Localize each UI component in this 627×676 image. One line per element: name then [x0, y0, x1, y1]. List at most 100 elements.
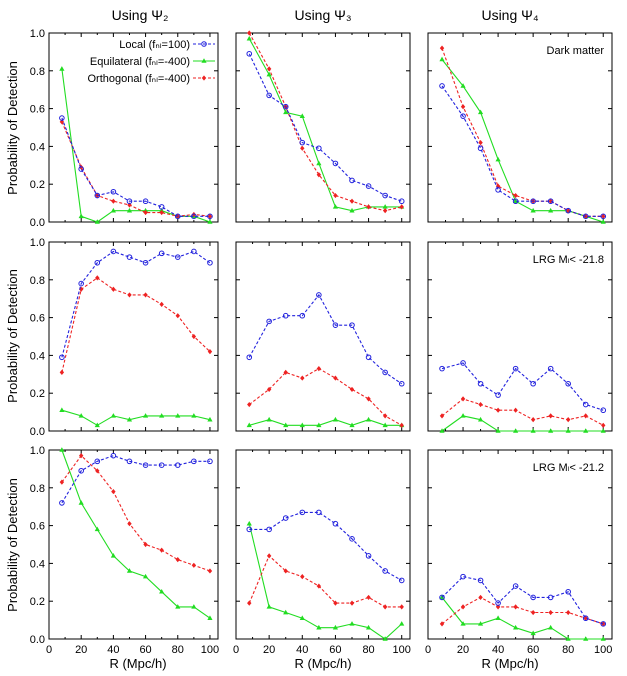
y-tick-label: 0.4	[30, 558, 45, 570]
point-equilateral	[94, 219, 100, 224]
point-local	[94, 259, 101, 266]
point-equilateral	[246, 35, 252, 41]
point-equilateral	[460, 413, 466, 418]
column-title-psi2: Using Ψ₂	[112, 7, 169, 23]
point-local	[495, 600, 501, 606]
point-equilateral	[600, 636, 606, 641]
y-axis-labels: Probability of Detection Probability of …	[5, 61, 20, 612]
x-tick-label: 100	[201, 644, 219, 656]
panels: 0.0 0.2 0.4 0.6 0.8 1.0 Local (fₙₗ=100) Equilat…	[30, 28, 613, 656]
y-tick-label: 1.0	[30, 445, 45, 457]
point-local	[59, 500, 65, 506]
point-orthogonal	[127, 521, 132, 527]
point-local	[349, 322, 355, 328]
point-orthogonal	[333, 375, 338, 381]
point-equilateral	[191, 604, 197, 609]
point-orthogonal	[78, 453, 84, 459]
point-equilateral	[142, 573, 149, 579]
y-tick-label: 0.8	[30, 66, 45, 78]
panel-frame	[235, 449, 411, 640]
point-local	[78, 467, 84, 474]
panel-r1-c2	[235, 30, 411, 223]
legend-label-local: Local (fₙₗ=100)	[119, 39, 190, 51]
x-tick-label: 0	[233, 644, 239, 656]
series-line-orthogonal	[441, 596, 604, 625]
point-local	[94, 192, 101, 199]
point-local	[299, 509, 306, 516]
legend-label-orthogonal: Orthogonal (fₙₗ=-400)	[87, 73, 190, 85]
point-equilateral	[495, 428, 501, 433]
point-orthogonal	[601, 213, 606, 219]
point-orthogonal	[59, 119, 65, 125]
x-tick-label: 0	[46, 644, 52, 656]
x-tick-label: 20	[75, 644, 87, 656]
x-axis-labels: R (Mpc/h) R (Mpc/h) R (Mpc/h)	[109, 656, 538, 671]
series-line-equilateral	[441, 415, 604, 432]
point-local	[460, 113, 466, 119]
point-orthogonal	[95, 275, 100, 281]
point-local	[78, 166, 84, 172]
point-equilateral	[365, 416, 372, 422]
panel-r3-c1: 0.0 0.2 0.4 0.6 0.8 1.0 0 20 40 60 80 100	[30, 445, 219, 656]
point-orthogonal	[191, 333, 197, 340]
point-equilateral	[78, 213, 84, 219]
point-equilateral	[316, 422, 322, 428]
x-tick-label: 80	[362, 644, 374, 656]
point-orthogonal	[382, 604, 388, 610]
point-orthogonal	[565, 208, 571, 214]
point-local	[316, 145, 322, 152]
point-orthogonal	[349, 198, 355, 204]
point-local	[582, 401, 589, 408]
series-line-local	[61, 455, 210, 504]
point-equilateral	[365, 624, 372, 630]
point-local	[600, 407, 607, 414]
point-orthogonal	[495, 407, 501, 413]
legend-marker-equilateral	[201, 58, 207, 63]
point-orthogonal	[266, 66, 272, 72]
y-tick-label: 1.0	[30, 28, 45, 40]
point-orthogonal	[382, 413, 388, 419]
y-axis-label-row-1: Probability of Detection	[5, 61, 20, 195]
point-equilateral	[207, 416, 213, 422]
y-tick-label: 0.4	[30, 350, 45, 362]
point-local	[191, 213, 197, 220]
point-local	[316, 292, 322, 298]
point-equilateral	[175, 413, 181, 418]
point-local	[110, 248, 117, 255]
series-line-equilateral	[248, 523, 403, 640]
point-equilateral	[513, 428, 519, 433]
series-line-equilateral	[441, 597, 604, 640]
point-local	[477, 145, 484, 152]
point-local	[547, 198, 554, 205]
point-orthogonal	[111, 286, 116, 292]
point-orthogonal	[382, 208, 388, 214]
point-local	[158, 250, 165, 257]
point-orthogonal	[207, 213, 213, 219]
point-orthogonal	[316, 583, 322, 589]
point-local	[547, 365, 554, 372]
point-equilateral	[110, 413, 116, 418]
point-orthogonal	[399, 204, 404, 210]
y-tick-label: 0.2	[30, 388, 45, 400]
point-local	[207, 259, 213, 266]
point-orthogonal	[460, 396, 466, 402]
point-local	[382, 568, 388, 574]
series-line-local	[441, 85, 604, 217]
point-local	[365, 354, 372, 361]
point-orthogonal	[530, 417, 536, 423]
legend: Local (fₙₗ=100) Equilateral (fₙₗ=-400) Ort…	[87, 39, 215, 85]
point-local	[110, 452, 117, 459]
point-orthogonal	[565, 417, 571, 423]
point-orthogonal	[478, 140, 483, 146]
point-local	[266, 526, 272, 533]
y-tick-label: 0.0	[30, 634, 45, 646]
y-axis-label-row-2: Probability of Detection	[5, 269, 20, 403]
point-orthogonal	[159, 209, 164, 216]
point-local	[266, 318, 272, 325]
column-title-psi4: Using Ψ₄	[481, 7, 538, 23]
point-equilateral	[299, 113, 305, 118]
point-local	[246, 50, 253, 57]
point-local	[207, 213, 213, 220]
point-equilateral	[548, 428, 554, 433]
point-orthogonal	[191, 562, 197, 568]
